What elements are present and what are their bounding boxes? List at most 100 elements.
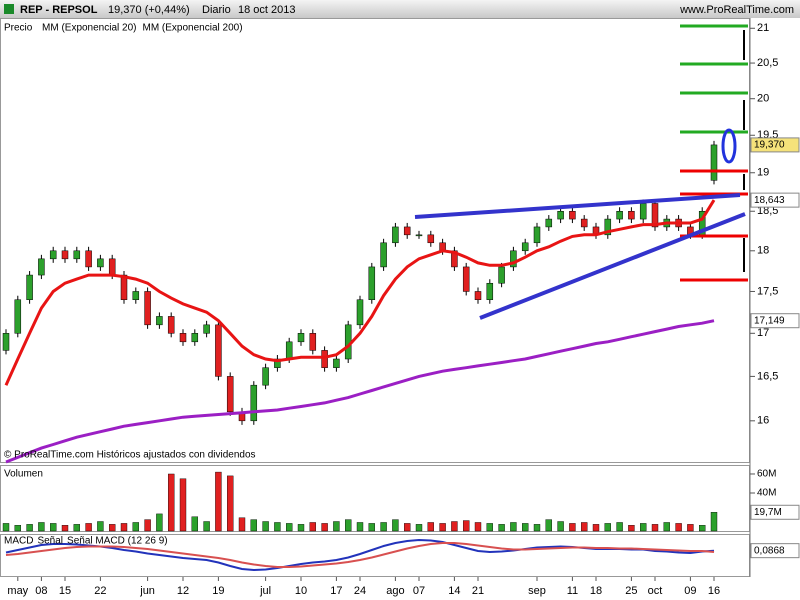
trend-line bbox=[414, 193, 741, 219]
volume-bar bbox=[167, 473, 175, 532]
x-tick-label: 15 bbox=[59, 585, 71, 597]
symbol: REP - REPSOL bbox=[20, 4, 98, 16]
volume-bar bbox=[356, 522, 364, 532]
candle bbox=[262, 367, 269, 386]
y-tick-label: 16,5 bbox=[757, 370, 778, 382]
volume-bar bbox=[144, 519, 151, 532]
candle bbox=[203, 324, 210, 334]
candle bbox=[144, 291, 151, 326]
date: 18 oct 2013 bbox=[238, 4, 296, 16]
volume-bar bbox=[73, 524, 81, 532]
x-tick-label: 07 bbox=[413, 585, 425, 597]
volume-bar bbox=[297, 524, 305, 532]
volume-bar bbox=[191, 516, 199, 532]
candle bbox=[451, 250, 458, 268]
volume-bar bbox=[439, 523, 446, 532]
x-tick-label: jul bbox=[259, 585, 271, 597]
x-tick-label: 12 bbox=[177, 585, 189, 597]
candle bbox=[250, 384, 258, 422]
volume-bar bbox=[26, 524, 33, 532]
volume-bar bbox=[522, 523, 529, 532]
volume-bar bbox=[226, 475, 234, 532]
y-tick-label: 21 bbox=[757, 22, 769, 34]
x-tick-label: jun bbox=[139, 585, 155, 597]
candle bbox=[215, 324, 222, 377]
legend-entry: Señal bbox=[37, 536, 63, 547]
volume-bar bbox=[321, 523, 328, 532]
x-tick-label: 09 bbox=[684, 585, 696, 597]
volume-bar bbox=[85, 523, 92, 532]
candle bbox=[580, 218, 588, 228]
volume-bar bbox=[533, 524, 541, 532]
volume-bar bbox=[675, 523, 682, 532]
volume-bar bbox=[38, 522, 45, 532]
y-tick-label: 20 bbox=[757, 93, 769, 105]
candle bbox=[368, 266, 376, 300]
volume-bar bbox=[616, 522, 623, 532]
annotations bbox=[414, 24, 748, 320]
macd-line bbox=[5, 542, 715, 568]
y-tick-label: 18 bbox=[757, 245, 769, 257]
volume-bar bbox=[368, 523, 375, 532]
volume-bar bbox=[404, 523, 411, 532]
x-tick-label: 25 bbox=[625, 585, 637, 597]
volume-bar bbox=[427, 522, 434, 532]
volume-bar bbox=[474, 522, 482, 532]
candle bbox=[321, 350, 328, 368]
x-tick-label: ago bbox=[386, 585, 404, 597]
volume-bar bbox=[250, 519, 258, 532]
x-tick-label: 19 bbox=[212, 585, 224, 597]
volume-bar bbox=[238, 517, 246, 532]
volume-bar bbox=[132, 522, 140, 532]
last-value-box bbox=[750, 313, 800, 329]
last-value-box bbox=[750, 192, 800, 208]
volume-bar bbox=[569, 523, 576, 532]
x-tick-label: 08 bbox=[35, 585, 47, 597]
candle bbox=[179, 333, 187, 343]
highlight-ellipse bbox=[721, 128, 737, 164]
last-value-box bbox=[750, 543, 800, 559]
volume-bar bbox=[640, 523, 647, 532]
candle bbox=[226, 376, 234, 413]
candle bbox=[486, 282, 494, 300]
candle bbox=[415, 234, 423, 237]
price-frame bbox=[0, 18, 750, 463]
y-tick-label: 20,5 bbox=[757, 57, 778, 69]
note: © ProRealTime.com Históricos ajustados c… bbox=[4, 450, 256, 461]
candle bbox=[97, 258, 104, 268]
site: www.ProRealTime.com bbox=[679, 4, 794, 16]
candle bbox=[38, 258, 45, 276]
candle bbox=[628, 210, 635, 220]
candle bbox=[309, 333, 317, 351]
legend-entry: MM (Exponencial 200) bbox=[142, 23, 242, 34]
last-value-label: 0,0868 bbox=[754, 545, 785, 556]
volume-bar bbox=[203, 521, 210, 532]
x-tick-label: oct bbox=[648, 585, 663, 597]
candle bbox=[333, 358, 340, 368]
period: Diario bbox=[202, 4, 231, 16]
candle bbox=[49, 250, 57, 260]
last-value-label: 18,643 bbox=[754, 195, 785, 206]
last-value-box bbox=[750, 504, 800, 520]
candle bbox=[392, 226, 399, 244]
x-tick-label: 14 bbox=[448, 585, 460, 597]
volume-bar bbox=[651, 524, 659, 532]
y-tick-label: 19 bbox=[757, 167, 769, 179]
volume-bar bbox=[50, 523, 57, 532]
volume-bar bbox=[392, 519, 399, 532]
volume-bar bbox=[345, 519, 352, 532]
x-tick-label: 10 bbox=[295, 585, 307, 597]
header-bar bbox=[0, 0, 800, 18]
volume-bar bbox=[274, 522, 281, 532]
y-tick-label: 16 bbox=[757, 415, 769, 427]
x-tick-label: 21 bbox=[472, 585, 484, 597]
volume-bar bbox=[545, 519, 552, 532]
candle bbox=[297, 333, 305, 343]
candle bbox=[61, 250, 69, 260]
volume-frame bbox=[0, 465, 750, 532]
volume-bar bbox=[97, 521, 104, 532]
candle bbox=[380, 242, 387, 268]
volume-bar bbox=[628, 525, 635, 532]
